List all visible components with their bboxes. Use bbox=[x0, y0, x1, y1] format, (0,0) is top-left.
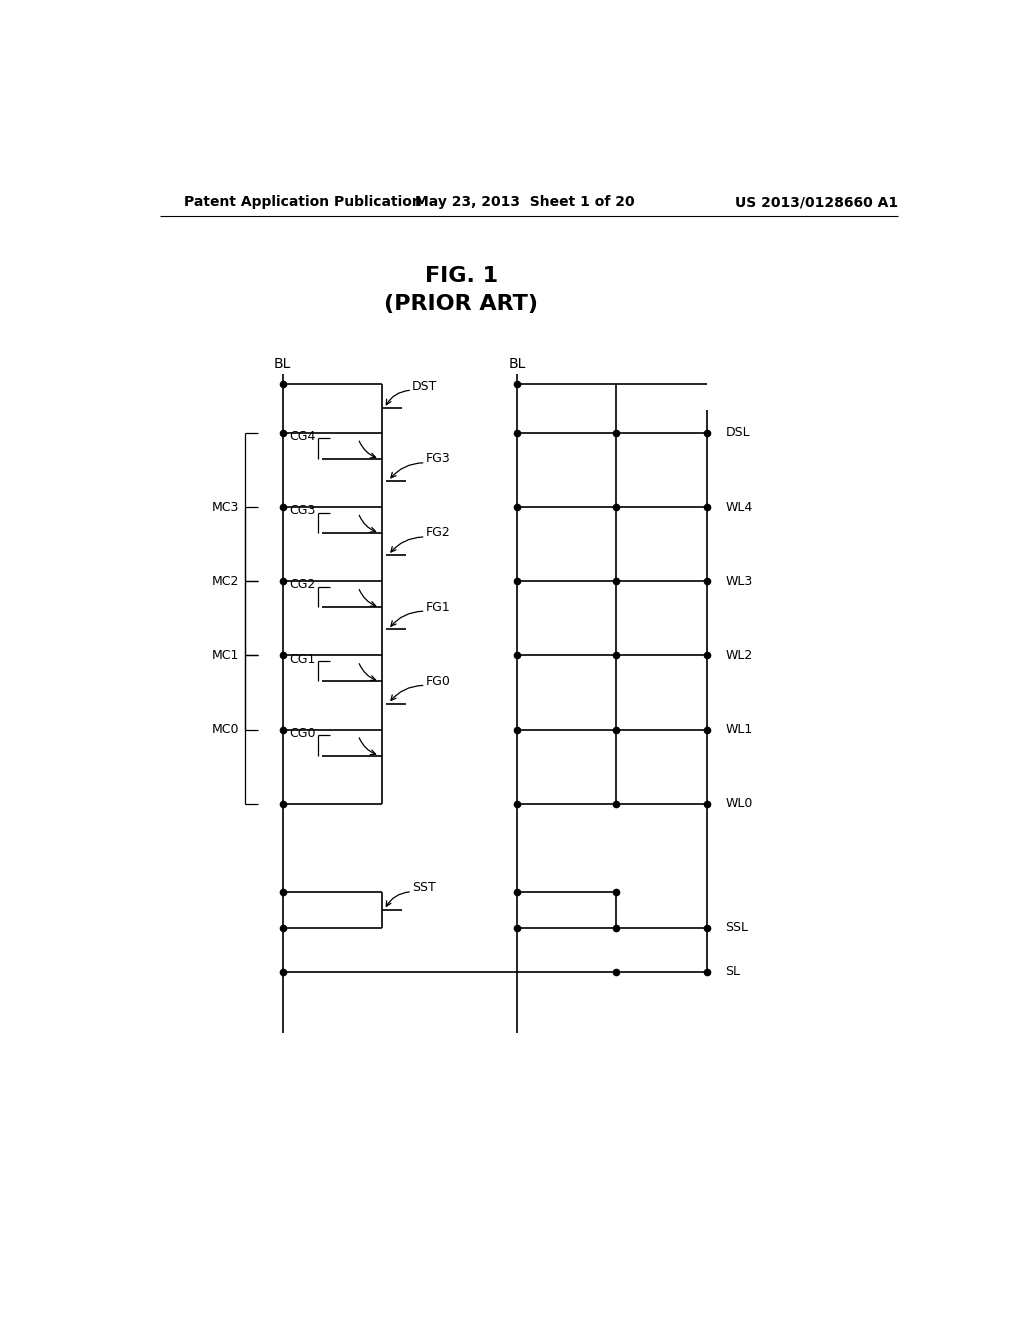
Text: DST: DST bbox=[412, 380, 437, 392]
Text: DSL: DSL bbox=[726, 426, 751, 440]
Text: MC1: MC1 bbox=[211, 649, 239, 661]
Text: BL: BL bbox=[274, 356, 292, 371]
Text: Patent Application Publication: Patent Application Publication bbox=[183, 195, 421, 209]
Text: CG1: CG1 bbox=[289, 652, 315, 665]
Text: SSL: SSL bbox=[726, 921, 749, 935]
Text: CG2: CG2 bbox=[289, 578, 315, 591]
Text: CG0: CG0 bbox=[289, 727, 315, 739]
Text: WL0: WL0 bbox=[726, 797, 753, 810]
Text: May 23, 2013  Sheet 1 of 20: May 23, 2013 Sheet 1 of 20 bbox=[415, 195, 635, 209]
Text: CG3: CG3 bbox=[289, 504, 315, 517]
Text: SL: SL bbox=[726, 965, 740, 978]
Text: FG3: FG3 bbox=[426, 453, 451, 465]
Text: SST: SST bbox=[412, 882, 436, 894]
Text: (PRIOR ART): (PRIOR ART) bbox=[384, 294, 539, 314]
Text: WL2: WL2 bbox=[726, 649, 753, 661]
Text: MC0: MC0 bbox=[211, 723, 239, 737]
Text: MC2: MC2 bbox=[211, 574, 239, 587]
Text: WL4: WL4 bbox=[726, 500, 753, 513]
Text: BL: BL bbox=[508, 356, 525, 371]
Text: FG2: FG2 bbox=[426, 527, 451, 540]
Text: CG4: CG4 bbox=[289, 430, 315, 444]
Text: FIG. 1: FIG. 1 bbox=[425, 267, 498, 286]
Text: WL1: WL1 bbox=[726, 723, 753, 737]
Text: FG1: FG1 bbox=[426, 601, 451, 614]
Text: WL3: WL3 bbox=[726, 574, 753, 587]
Text: US 2013/0128660 A1: US 2013/0128660 A1 bbox=[734, 195, 898, 209]
Text: FG0: FG0 bbox=[426, 675, 451, 688]
Text: MC3: MC3 bbox=[211, 500, 239, 513]
